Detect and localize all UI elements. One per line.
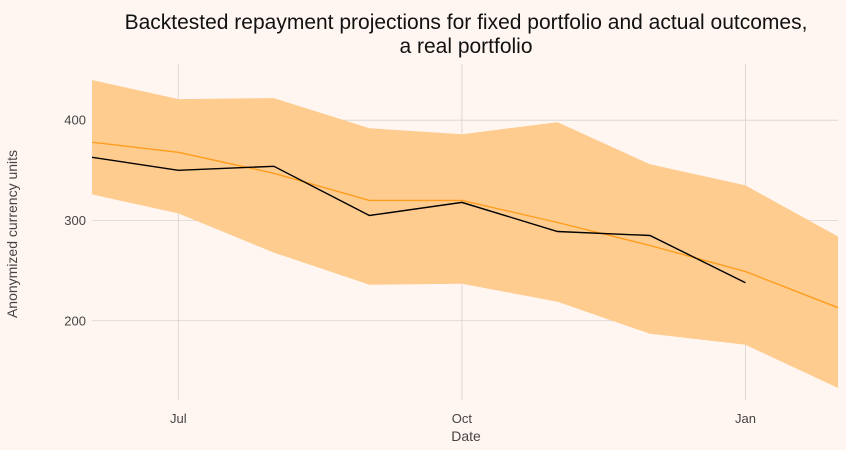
- projection-band: [92, 80, 838, 388]
- x-tick-label: Jul: [170, 411, 187, 426]
- y-axis-label: Anonymized currency units: [4, 150, 20, 318]
- tick-layer: 200 300 400 Jul Oct Jan: [64, 113, 756, 426]
- actual-line: [91, 156, 746, 284]
- y-tick-label: 200: [64, 313, 86, 328]
- chart-title-line-1: Backtested repayment projections for fix…: [125, 11, 808, 34]
- chart-title-line-2: a real portfolio: [399, 35, 532, 58]
- y-tick-label: 400: [64, 113, 86, 128]
- x-tick-label: Oct: [452, 411, 473, 426]
- x-tick-label: Jan: [735, 411, 756, 426]
- x-axis-label: Date: [451, 428, 481, 444]
- projection-line: [91, 141, 839, 309]
- y-tick-label: 300: [64, 213, 86, 228]
